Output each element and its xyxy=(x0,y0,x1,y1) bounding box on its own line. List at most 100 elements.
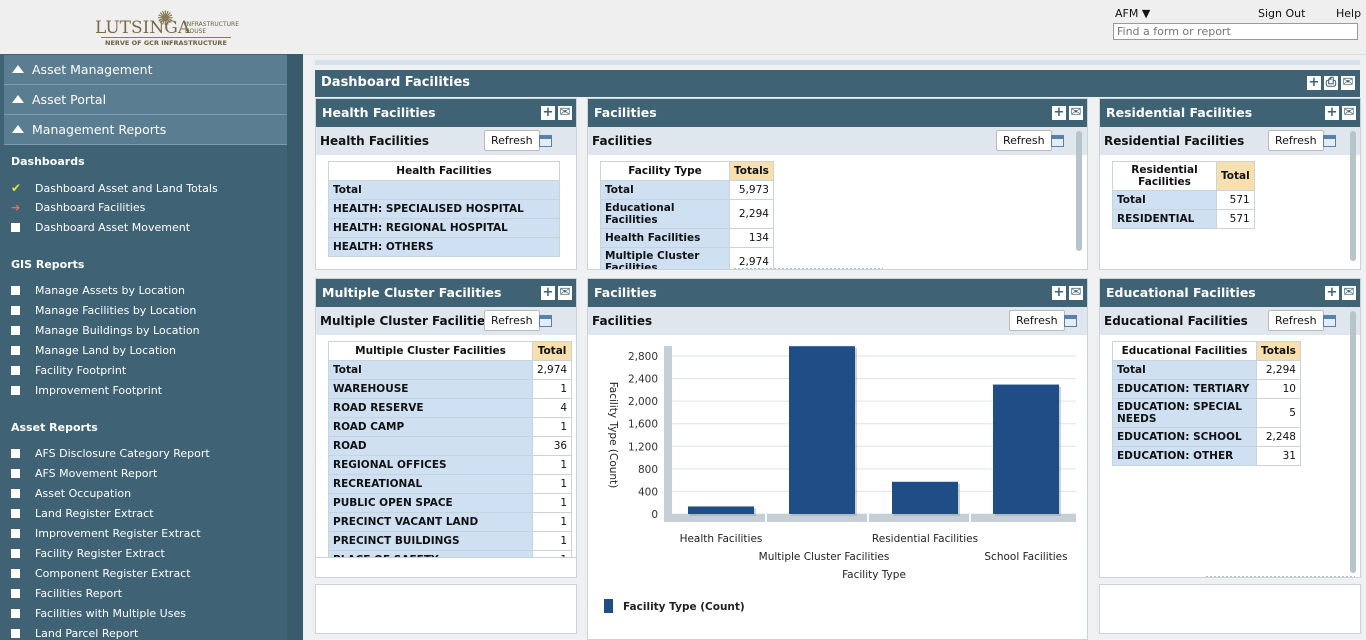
resize-handle[interactable] xyxy=(733,267,883,269)
calendar-icon[interactable] xyxy=(1323,135,1336,147)
accordion-asset-portal[interactable]: Asset Portal xyxy=(4,85,287,115)
dashboard-title: Dashboard Facilities xyxy=(321,75,470,90)
column-header[interactable]: Health Facilities xyxy=(328,161,560,181)
row-label: REGIONAL OFFICES xyxy=(328,455,533,475)
nav-item-facilities-with-multiple-uses[interactable]: Facilities with Multiple Uses xyxy=(11,607,186,620)
add-icon[interactable]: + xyxy=(541,285,555,300)
nav-item-facility-footprint[interactable]: Facility Footprint xyxy=(11,364,126,377)
nav-item-asset-occupation[interactable]: Asset Occupation xyxy=(11,487,131,500)
nav-item-manage-buildings-by-location[interactable]: Manage Buildings by Location xyxy=(11,324,200,337)
mail-icon[interactable]: ✉ xyxy=(1069,105,1083,120)
calendar-icon[interactable] xyxy=(539,135,552,147)
refresh-button[interactable]: Refresh xyxy=(1009,310,1065,331)
nav-item-manage-assets-by-location[interactable]: Manage Assets by Location xyxy=(11,284,185,297)
user-menu[interactable]: AFM ▼ xyxy=(1115,7,1150,20)
nav-item-dashboard-asset-movement[interactable]: Dashboard Asset Movement xyxy=(11,221,190,234)
collapse-bar[interactable] xyxy=(315,60,1360,65)
facilities-bar-chart: 0 400 800 1,200 1,600 2,000 2,400 2,800 Health F… xyxy=(604,346,1076,613)
add-icon[interactable]: + xyxy=(1052,285,1066,300)
bar-multiple-cluster-facilities[interactable] xyxy=(789,346,855,514)
bar-health-facilities[interactable] xyxy=(688,506,754,514)
nav-item-component-register-extract[interactable]: Component Register Extract xyxy=(11,567,191,580)
column-header[interactable]: Totals xyxy=(729,161,774,181)
panel-footer-area xyxy=(316,557,576,577)
mail-icon[interactable]: ✉ xyxy=(1069,285,1083,300)
square-bullet-icon xyxy=(11,448,20,458)
accordion-asset-management[interactable]: Asset Management xyxy=(4,55,287,85)
calendar-icon[interactable] xyxy=(1064,315,1077,327)
nav-item-facility-register-extract[interactable]: Facility Register Extract xyxy=(11,547,165,560)
table-row: Total 5,973 xyxy=(600,180,774,200)
panel-title: Facilities xyxy=(594,285,657,300)
search-input[interactable] xyxy=(1113,23,1358,40)
column-header[interactable]: Total xyxy=(1216,161,1255,191)
column-header[interactable]: Multiple Cluster Facilities xyxy=(328,341,533,361)
nav-item-land-register-extract[interactable]: Land Register Extract xyxy=(11,507,154,520)
help-link[interactable]: Help xyxy=(1336,7,1362,20)
column-header[interactable]: Facility Type xyxy=(600,161,730,181)
row-value: 2,974 xyxy=(729,247,774,269)
accordion-management-reports[interactable]: Management Reports xyxy=(4,115,287,145)
nav-item-manage-facilities-by-location[interactable]: Manage Facilities by Location xyxy=(11,304,196,317)
sidebar-scrollbar[interactable] xyxy=(287,54,303,640)
nav-item-label: Manage Facilities by Location xyxy=(35,304,197,317)
calendar-icon[interactable] xyxy=(539,315,552,327)
nav-item-manage-land-by-location[interactable]: Manage Land by Location xyxy=(11,344,176,357)
add-icon[interactable]: + xyxy=(1307,75,1321,90)
nav-item-label: Facility Register Extract xyxy=(35,547,165,560)
column-header[interactable]: Totals xyxy=(1256,341,1301,361)
nav-item-afs-disclosure-category-report[interactable]: AFS Disclosure Category Report xyxy=(11,447,210,460)
add-icon[interactable]: + xyxy=(1325,285,1339,300)
panel-scrollbar[interactable] xyxy=(1350,131,1356,261)
nav-item-dashboard-facilities[interactable]: ➔ Dashboard Facilities xyxy=(11,201,145,214)
mail-icon[interactable]: ✉ xyxy=(558,105,572,120)
add-icon[interactable]: + xyxy=(1052,105,1066,120)
sign-out-link[interactable]: Sign Out xyxy=(1258,7,1306,20)
mail-icon[interactable]: ✉ xyxy=(1342,105,1356,120)
nav-item-improvement-footprint[interactable]: Improvement Footprint xyxy=(11,384,162,397)
accordion-label: Asset Portal xyxy=(32,92,107,107)
panel-subtitle: Residential Facilities xyxy=(1104,134,1245,148)
refresh-button[interactable]: Refresh xyxy=(1268,130,1324,151)
add-icon[interactable]: + xyxy=(541,105,555,120)
panel-scrollbar[interactable] xyxy=(1350,311,1356,573)
table-header-row: Facility Type Totals xyxy=(600,161,774,181)
refresh-button[interactable]: Refresh xyxy=(1268,310,1324,331)
panel-title: Health Facilities xyxy=(322,105,436,120)
table-row: Total 2,974 xyxy=(328,360,573,380)
lutsinga-logo[interactable]: ✺ LUTSINGA INFRASTRUCTURE HOUSE NERVE OF… xyxy=(95,6,239,48)
column-header[interactable]: Educational Facilities xyxy=(1112,341,1257,361)
row-label: EDUCATION: TERTIARY xyxy=(1112,379,1257,399)
table-row: WAREHOUSE 1 xyxy=(328,379,573,399)
add-icon[interactable]: + xyxy=(1325,105,1339,120)
column-header[interactable]: Residential Facilities xyxy=(1112,161,1217,191)
print-icon[interactable]: ⎙ xyxy=(1324,75,1338,90)
dashboard-header: Dashboard Facilities + ⎙ ✉ xyxy=(315,70,1360,97)
bar-residential-facilities[interactable] xyxy=(892,481,958,514)
table-row: REGIONAL OFFICES 1 xyxy=(328,455,573,475)
logo-emblem-icon: ✺ xyxy=(157,6,174,30)
bar-school-facilities[interactable] xyxy=(993,384,1059,514)
nav-item-facilities-report[interactable]: Facilities Report xyxy=(11,587,122,600)
row-value: 571 xyxy=(1216,209,1255,229)
nav-item-dashboard-asset-and-land-totals[interactable]: ✔ Dashboard Asset and Land Totals xyxy=(11,181,218,195)
refresh-button[interactable]: Refresh xyxy=(484,310,540,331)
nav-item-afs-movement-report[interactable]: AFS Movement Report xyxy=(11,467,157,480)
column-header[interactable]: Total xyxy=(531,341,573,361)
panel-subtitle: Health Facilities xyxy=(320,134,430,148)
nav-item-improvement-register-extract[interactable]: Improvement Register Extract xyxy=(11,527,201,540)
panel-scrollbar[interactable] xyxy=(1076,131,1082,251)
calendar-icon[interactable] xyxy=(1051,135,1064,147)
row-value: 36 xyxy=(531,436,573,456)
table-row: EDUCATION: OTHER 31 xyxy=(1112,446,1301,466)
nav-item-label: Dashboard Asset Movement xyxy=(35,221,191,234)
resize-handle[interactable] xyxy=(1205,575,1355,577)
mail-icon[interactable]: ✉ xyxy=(558,285,572,300)
refresh-button[interactable]: Refresh xyxy=(484,130,540,151)
refresh-button[interactable]: Refresh xyxy=(996,130,1052,151)
nav-item-land-parcel-report[interactable]: Land Parcel Report xyxy=(11,627,138,640)
table-row: HEALTH: OTHERS xyxy=(328,237,560,257)
mail-icon[interactable]: ✉ xyxy=(1342,285,1356,300)
mail-icon[interactable]: ✉ xyxy=(1341,75,1355,90)
calendar-icon[interactable] xyxy=(1323,315,1336,327)
